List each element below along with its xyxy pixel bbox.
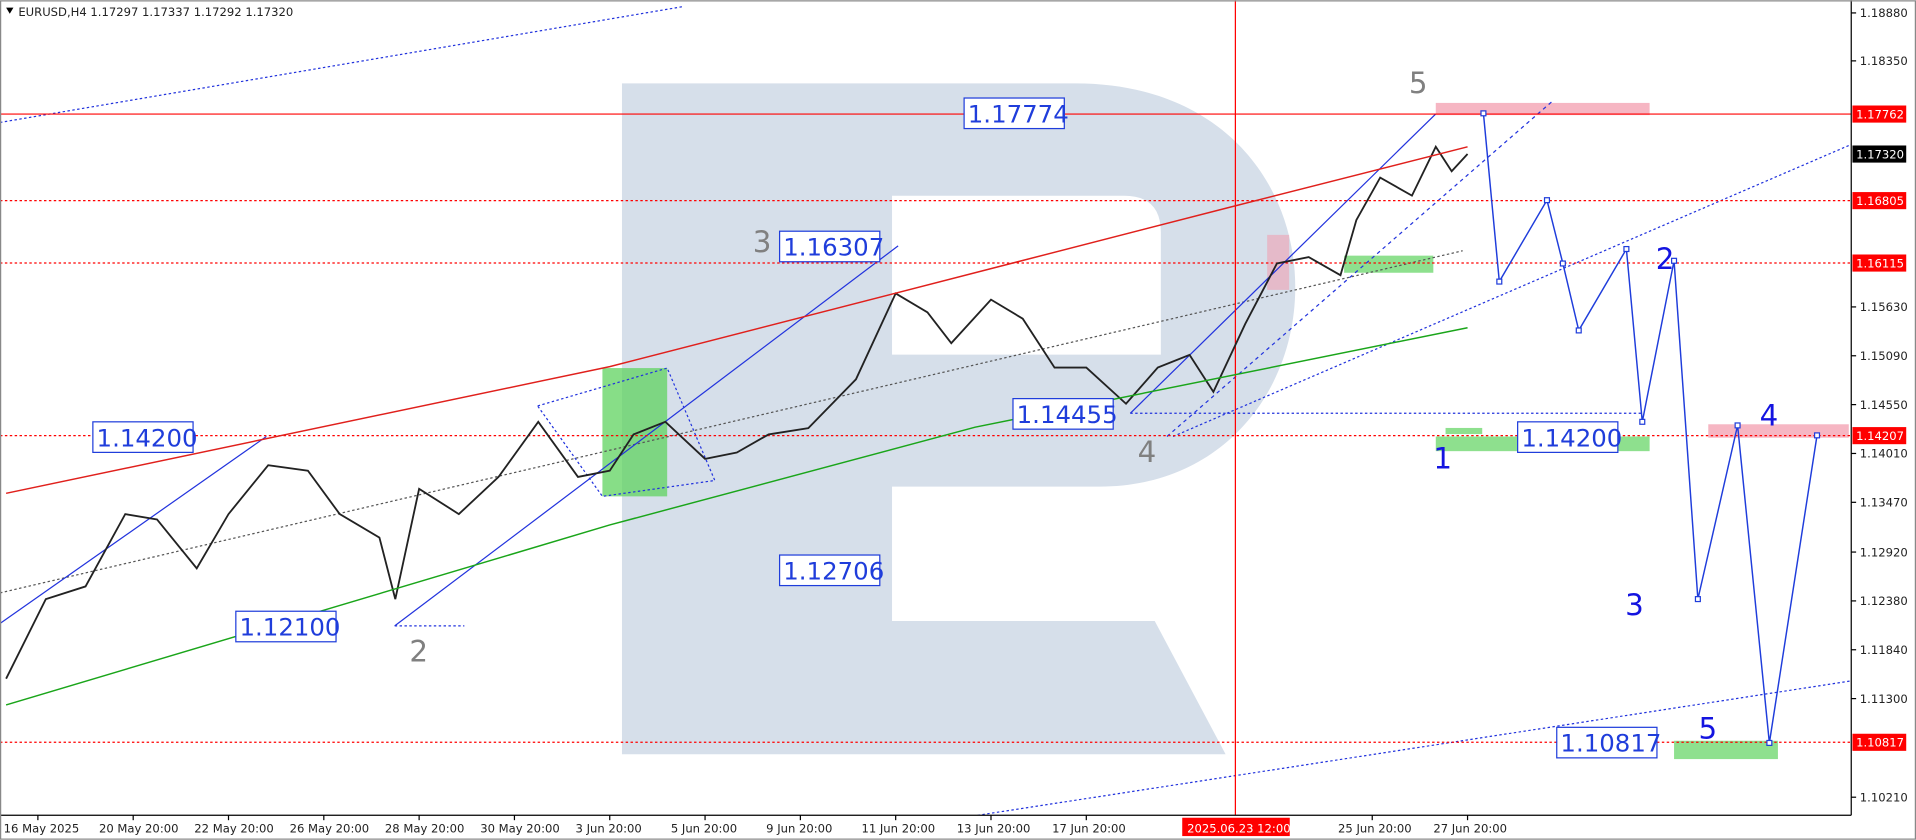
- time-axis-area: [0, 815, 1916, 840]
- price-axis-area: [1851, 0, 1916, 840]
- y-tick-label: 1.11300: [1860, 692, 1908, 706]
- y-tick-label: 1.11840: [1860, 643, 1908, 657]
- price-callout-box: [1012, 398, 1114, 430]
- chart-title: EURUSD,H4 1.17297 1.17337 1.17292 1.1732…: [18, 5, 293, 19]
- x-tick-label: 27 Jun 20:00: [1433, 821, 1507, 835]
- level-label: 1.16115: [1856, 256, 1904, 270]
- price-callout: 1.10817: [1560, 729, 1661, 758]
- price-callout-box: [92, 421, 194, 453]
- y-tick-label: 1.10210: [1860, 790, 1908, 804]
- x-tick-label: 17 Jun 20:00: [1052, 821, 1126, 835]
- forecast-point: [1543, 197, 1551, 204]
- wave-label-forecast: 3: [1625, 588, 1644, 622]
- level-label: 1.17762: [1856, 107, 1904, 121]
- forecast-point: [1766, 739, 1773, 746]
- price-callout: 1.17774: [968, 99, 1069, 128]
- series-line: [5, 144, 1469, 680]
- x-tick-label: 5 Jun 20:00: [671, 821, 737, 835]
- price-callout-box: [778, 554, 881, 587]
- forecast-point: [1559, 260, 1566, 267]
- current-price-label: 1.17320: [1856, 147, 1904, 161]
- level-label-box: [1852, 427, 1907, 445]
- price-callout-box: [1556, 726, 1658, 759]
- price-callout: 1.14455: [1017, 400, 1118, 429]
- price-callout: 1.12100: [240, 613, 341, 642]
- series-line: [5, 146, 1468, 495]
- forecast-point: [1639, 418, 1646, 425]
- level-label: 1.16805: [1856, 194, 1904, 208]
- x-tick-label: 20 May 20:00: [99, 821, 179, 835]
- price-callout-box: [778, 230, 881, 263]
- y-tick-label: 1.14550: [1860, 398, 1908, 412]
- forecast-point: [1623, 245, 1630, 253]
- x-tick-label: 16 May 2025: [4, 821, 80, 835]
- symbol-arrow: [6, 7, 14, 14]
- y-tick-label: 1.14010: [1860, 447, 1908, 461]
- x-tick-label: 3 Jun 20:00: [576, 821, 642, 835]
- y-tick-label: 1.12380: [1860, 594, 1908, 608]
- wave-label-forecast: 4: [1760, 398, 1779, 432]
- price-callout-box: [1517, 421, 1619, 453]
- forecast-point: [1734, 422, 1741, 429]
- forecast-point: [1496, 278, 1503, 285]
- level-label: 1.10817: [1856, 736, 1904, 750]
- level-label-box: [1852, 254, 1907, 272]
- forecast-point: [1575, 327, 1582, 334]
- y-tick-label: 1.15090: [1860, 349, 1908, 363]
- cursor-time-box: [1182, 817, 1290, 837]
- level-label-box: [1852, 105, 1907, 123]
- forecast-point: [1480, 110, 1487, 117]
- wave-label-past: 5: [1409, 66, 1428, 100]
- x-tick-label: 9 Jun 20:00: [766, 821, 832, 835]
- y-tick-label: 1.18350: [1860, 54, 1908, 68]
- y-tick-label: 1.18880: [1860, 6, 1908, 20]
- forecast-point: [1671, 257, 1678, 264]
- level-label-box: [1852, 192, 1907, 210]
- cursor-time-label: 2025.06.23 12:00: [1187, 821, 1290, 835]
- x-tick-label: 30 May 20:00: [480, 821, 560, 835]
- price-callout-box: [235, 610, 337, 643]
- current-price-box: [1852, 145, 1907, 163]
- wave-label-past: 4: [1138, 435, 1157, 469]
- series-line: [1482, 113, 1818, 744]
- wave-label-past: 2: [409, 634, 428, 668]
- forecast-point: [1694, 596, 1701, 603]
- price-callout: 1.14200: [1521, 423, 1622, 452]
- wave-label-forecast: 5: [1698, 711, 1717, 745]
- x-tick-label: 25 Jun 20:00: [1338, 821, 1412, 835]
- x-tick-label: 11 Jun 20:00: [861, 821, 935, 835]
- level-label-box: [1852, 733, 1907, 751]
- y-tick-label: 1.13470: [1860, 496, 1908, 510]
- x-tick-label: 13 Jun 20:00: [957, 821, 1031, 835]
- price-callout: 1.16307: [783, 233, 884, 262]
- wave-label-forecast: 1: [1433, 441, 1452, 475]
- x-tick-label: 28 May 20:00: [385, 821, 465, 835]
- price-callout-box: [963, 97, 1065, 130]
- x-tick-label: 26 May 20:00: [290, 821, 370, 835]
- wave-label-past: 3: [753, 225, 772, 259]
- level-label: 1.14207: [1856, 429, 1904, 443]
- price-callout: 1.12706: [783, 556, 884, 585]
- y-tick-label: 1.15630: [1860, 300, 1908, 314]
- price-callout: 1.14200: [97, 423, 198, 452]
- y-tick-label: 1.12920: [1860, 545, 1908, 559]
- levels: [0, 113, 1852, 743]
- x-tick-label: 22 May 20:00: [194, 821, 274, 835]
- axes: 1.18880 1.18350 1.15630 1.15090 1.14550 1.140…: [4, 6, 1908, 837]
- annotations: 1.14200 1.12100 1.16307 1.12706 1.17774 1.144…: [92, 66, 1779, 759]
- wave-label-forecast: 2: [1656, 242, 1675, 276]
- forecast-point: [1813, 432, 1821, 439]
